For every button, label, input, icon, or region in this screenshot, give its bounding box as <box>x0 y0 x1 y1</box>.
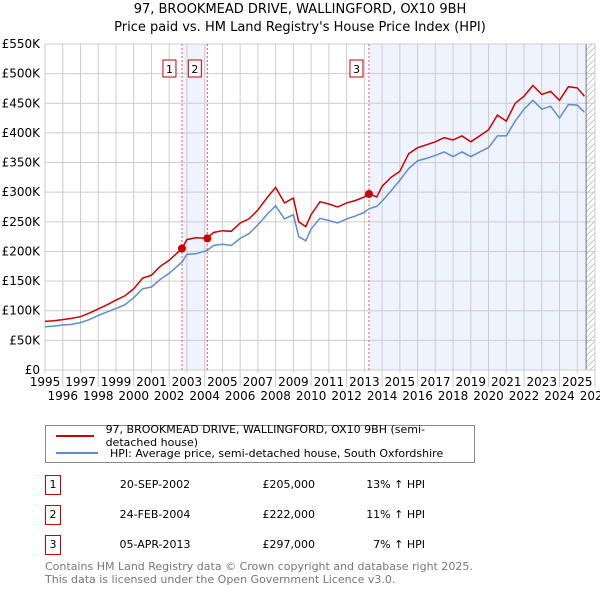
x-tick-label: 2022 <box>509 389 540 403</box>
x-tick-label: 2019 <box>456 375 487 389</box>
x-tick-label: 1995 <box>30 375 61 389</box>
sale-point <box>177 244 186 253</box>
sale-label: 2 <box>191 63 198 76</box>
x-tick-label: 2020 <box>473 389 504 403</box>
x-tick-label: 2013 <box>349 375 380 389</box>
legend-swatch-blue <box>56 452 98 454</box>
table-row: 1 20-SEP-2002 £205,000 13% ↑ HPI <box>45 475 445 495</box>
sale-label-box <box>162 59 177 78</box>
sale-label: 3 <box>353 63 360 76</box>
sale-date: 05-APR-2013 <box>119 538 191 551</box>
sale-hpi-diff: 11% ↑ HPI <box>366 508 425 521</box>
sale-price: £205,000 <box>262 478 316 491</box>
x-tick-label: 2012 <box>331 389 362 403</box>
chart-title: 97, BROOKMEAD DRIVE, WALLINGFORD, OX10 9… <box>133 2 467 17</box>
y-tick-label: £350K <box>2 156 42 170</box>
forecast-hatch <box>586 44 595 370</box>
sale-hpi-diff: 7% ↑ HPI <box>373 538 425 551</box>
sale-point <box>203 234 212 243</box>
x-tick-label: 2017 <box>420 375 451 389</box>
x-tick-label: 2014 <box>367 389 398 403</box>
y-tick-label: £150K <box>2 274 42 288</box>
legend: 97, BROOKMEAD DRIVE, WALLINGFORD, OX10 9… <box>45 423 475 463</box>
x-tick-label: 2015 <box>385 375 416 389</box>
footer-line: Contains HM Land Registry data © Crown c… <box>45 560 473 573</box>
x-tick-label: 2003 <box>172 375 203 389</box>
x-tick-label: 2004 <box>189 389 220 403</box>
sale-price: £222,000 <box>262 508 316 521</box>
x-tick-label: 2023 <box>527 375 558 389</box>
sale-badge: 3 <box>45 535 61 555</box>
property-line <box>44 84 585 323</box>
sale-date: 20-SEP-2002 <box>119 478 191 491</box>
x-tick-label: 2026 <box>580 389 600 403</box>
price-chart: 1995199619971998199920002001200220032004… <box>2 37 600 403</box>
y-tick-label: £0 <box>25 363 40 377</box>
shaded-range <box>181 44 208 370</box>
y-tick-label: £200K <box>2 244 42 258</box>
x-tick-label: 2002 <box>154 389 185 403</box>
x-tick-label: 2021 <box>491 375 522 389</box>
table-row: 3 05-APR-2013 £297,000 7% ↑ HPI <box>45 535 445 555</box>
legend-item-property: 97, BROOKMEAD DRIVE, WALLINGFORD, OX10 9… <box>56 423 474 449</box>
x-tick-label: 1999 <box>101 375 132 389</box>
hpi-line <box>44 99 585 328</box>
x-tick-label: 1998 <box>83 389 114 403</box>
legend-label: 97, BROOKMEAD DRIVE, WALLINGFORD, OX10 9… <box>105 423 426 449</box>
y-tick-label: £400K <box>2 126 42 140</box>
y-tick-label: £300K <box>2 185 42 199</box>
x-tick-label: 2008 <box>260 389 291 403</box>
sale-point <box>364 189 373 198</box>
sale-date: 24-FEB-2004 <box>119 508 191 521</box>
y-tick-label: £550K <box>2 37 42 51</box>
y-tick-label: £450K <box>2 96 42 110</box>
sale-label-box <box>349 59 364 78</box>
legend-item-hpi: HPI: Average price, semi-detached house,… <box>56 445 443 461</box>
x-tick-label: 2007 <box>243 375 274 389</box>
y-tick-label: £50K <box>9 333 41 347</box>
sale-price: £297,000 <box>262 538 316 551</box>
sale-label-box <box>187 59 202 78</box>
x-tick-label: 1996 <box>47 389 78 403</box>
sale-badge: 2 <box>45 505 61 525</box>
legend-swatch-red <box>56 435 94 437</box>
plot-border <box>44 43 596 371</box>
x-tick-label: 2009 <box>278 375 309 389</box>
x-tick-label: 2001 <box>136 375 167 389</box>
x-tick-label: 2024 <box>544 389 575 403</box>
y-tick-label: £250K <box>2 215 42 229</box>
sale-hpi-diff: 13% ↑ HPI <box>366 478 425 491</box>
y-tick-label: £500K <box>2 67 42 81</box>
x-tick-label: 2018 <box>438 389 469 403</box>
table-row: 2 24-FEB-2004 £222,000 11% ↑ HPI <box>45 505 445 525</box>
footer-line: This data is licensed under the Open Gov… <box>45 573 396 586</box>
x-tick-label: 2000 <box>118 389 149 403</box>
x-tick-label: 2011 <box>314 375 345 389</box>
x-tick-label: 2025 <box>562 375 593 389</box>
x-tick-label: 2016 <box>402 389 433 403</box>
x-tick-label: 2005 <box>207 375 238 389</box>
x-tick-label: 1997 <box>65 375 96 389</box>
sale-label: 1 <box>166 63 173 76</box>
y-tick-label: £100K <box>2 304 42 318</box>
x-tick-label: 2006 <box>225 389 256 403</box>
x-tick-label: 2010 <box>296 389 327 403</box>
sale-badge: 1 <box>45 475 61 495</box>
shaded-range <box>368 44 587 370</box>
chart-subtitle: Price paid vs. HM Land Registry's House … <box>114 20 486 35</box>
legend-label: HPI: Average price, semi-detached house,… <box>110 446 444 460</box>
footer: Contains HM Land Registry data © Crown c… <box>45 560 473 586</box>
